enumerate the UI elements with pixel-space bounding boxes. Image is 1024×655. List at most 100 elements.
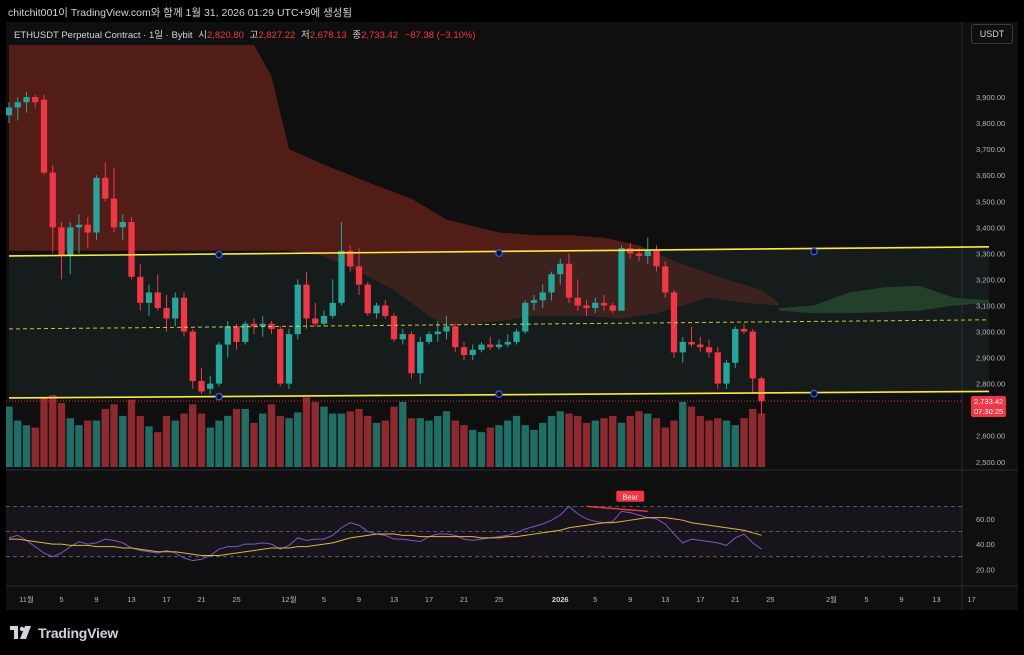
candle <box>513 331 520 342</box>
candle <box>635 253 643 256</box>
candle <box>609 305 616 311</box>
candle <box>224 326 231 345</box>
volume-bar <box>635 411 643 467</box>
candle <box>548 274 555 293</box>
candle <box>592 302 599 309</box>
volume-bar <box>355 408 363 467</box>
candle <box>145 292 153 303</box>
candle <box>364 284 371 314</box>
volume-bar <box>329 413 337 467</box>
time-axis-label: 25 <box>766 595 774 604</box>
time-axis-label: 11월 <box>19 594 34 604</box>
volume-bar <box>512 415 521 467</box>
trendline-anchor <box>215 250 223 259</box>
candle <box>189 331 196 382</box>
tradingview-logo[interactable]: TradingView <box>10 625 118 641</box>
volume-bar <box>434 415 442 467</box>
volume-bar <box>600 418 608 467</box>
volume-bar <box>521 425 529 467</box>
volume-bar <box>14 420 22 467</box>
candle <box>294 284 301 335</box>
volume-bar <box>416 418 424 467</box>
footer <box>0 612 1024 655</box>
candle <box>583 305 590 309</box>
tradingview-logo-icon <box>10 626 31 639</box>
time-axis-label: 13 <box>661 595 669 604</box>
countdown-tag: 07:30:25 <box>971 406 1007 417</box>
candle <box>49 172 56 228</box>
candle <box>679 341 686 353</box>
volume-bar <box>591 420 599 467</box>
volume-bar <box>696 415 704 467</box>
candle <box>740 328 748 332</box>
volume-bar <box>119 415 127 467</box>
candle <box>434 331 441 335</box>
volume-bar <box>206 427 214 467</box>
volume-bar <box>390 406 398 467</box>
time-axis-label: 5 <box>864 595 868 604</box>
chart-area[interactable]: 3,900.00 3,800.00 3,700.00 3,600.00 3,500.00… <box>6 22 1018 610</box>
tradingview-logo-text: TradingView <box>38 625 119 641</box>
volume-bar <box>749 408 757 467</box>
volume-bar <box>127 399 136 467</box>
volume-bar <box>486 427 494 467</box>
candle <box>705 347 713 353</box>
volume-bar <box>372 422 381 467</box>
volume-bar <box>224 415 232 467</box>
price-axis-label: 3,400.00 <box>976 223 1005 232</box>
volume-bar <box>626 415 634 467</box>
volume-bar <box>311 401 319 467</box>
volume-bar <box>75 425 83 467</box>
price-axis-label: 3,200.00 <box>976 275 1005 284</box>
candle <box>259 323 266 327</box>
volume-bar <box>740 418 748 467</box>
symbol-name[interactable]: ETHUSDT Perpetual Contract · 1일 · Bybit <box>14 30 193 41</box>
candle <box>180 297 188 332</box>
time-axis-label: 5 <box>59 595 63 604</box>
volume-bar <box>267 404 276 467</box>
time-axis-label: 9 <box>628 595 632 604</box>
time-axis-label: 25 <box>232 595 240 604</box>
candle <box>443 326 450 332</box>
midline-dashed <box>8 319 990 330</box>
candle <box>425 334 433 342</box>
volume-bar <box>495 425 503 467</box>
volume-bar <box>504 420 512 467</box>
candle <box>522 302 529 332</box>
volume-bar <box>574 415 582 467</box>
candle <box>487 344 494 348</box>
candle <box>399 334 406 340</box>
candle <box>618 248 625 311</box>
volume-bar <box>539 422 547 467</box>
volume-bar <box>215 420 223 467</box>
candle <box>75 224 83 228</box>
volume-bar <box>530 429 538 467</box>
candle <box>408 334 415 374</box>
time-axis-label: 2월 <box>826 594 837 604</box>
price-axis-label: 3,100.00 <box>976 301 1005 310</box>
volume-bar <box>337 413 346 467</box>
chart-svg[interactable]: 3,900.00 3,800.00 3,700.00 3,600.00 3,500.00… <box>6 22 1018 610</box>
volume-bar <box>442 411 451 467</box>
volume-bar <box>180 413 188 467</box>
volume-bar <box>40 397 48 467</box>
candle <box>714 352 721 384</box>
volume-bar <box>679 401 687 467</box>
ichimoku-cloud-bear <box>9 44 779 327</box>
volume-bar <box>31 427 39 467</box>
price-axis-label: 3,800.00 <box>976 119 1005 128</box>
candle <box>285 334 293 384</box>
time-axis-label: 21 <box>460 595 468 604</box>
candle <box>557 263 564 275</box>
candle <box>102 177 109 199</box>
low-label: 저 <box>300 30 310 41</box>
candle <box>417 341 424 374</box>
currency-button[interactable]: USDT <box>971 24 1013 44</box>
volume-bar <box>346 411 354 467</box>
volume-bar <box>101 408 109 467</box>
candle <box>320 315 328 324</box>
candle <box>110 198 118 228</box>
candle <box>14 102 21 108</box>
time-axis-label: 13 <box>390 595 398 604</box>
volume-bar <box>399 401 407 467</box>
